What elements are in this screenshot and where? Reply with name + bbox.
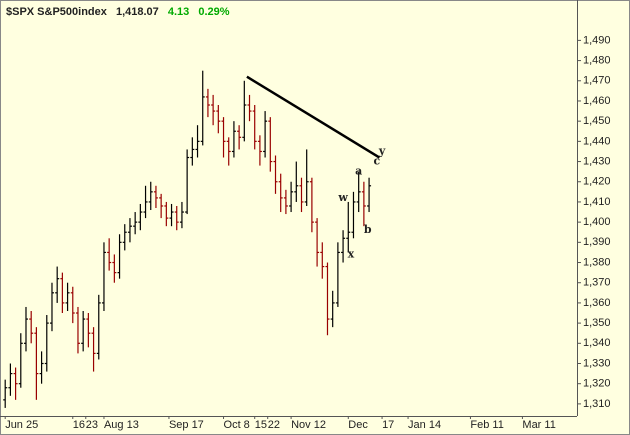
header: $SPX S&P500index 1,418.07 4.13 0.29% — [6, 6, 230, 18]
y-tick-label: 1,310 — [583, 398, 611, 410]
y-tick-label: 1,440 — [583, 135, 611, 147]
y-tick-label: 1,400 — [583, 216, 611, 228]
x-tick-label: Jan 14 — [408, 419, 441, 431]
y-tick-label: 1,450 — [583, 115, 611, 127]
y-tick-label: 1,410 — [583, 196, 611, 208]
y-tick-label: 1,340 — [583, 337, 611, 349]
wave-label: b — [364, 223, 372, 236]
x-tick-label: Feb 11 — [470, 419, 503, 431]
y-tick-label: 1,470 — [583, 75, 611, 87]
symbol: $SPX S&P500index — [6, 6, 108, 18]
y-tick-label: 1,460 — [583, 95, 611, 107]
x-tick-label: 22 — [268, 419, 280, 431]
y-tick-label: 1,360 — [583, 297, 611, 309]
x-tick-label: Oct 8 — [224, 419, 250, 431]
x-tick-label: Mar 11 — [522, 419, 555, 431]
y-tick-label: 1,490 — [583, 34, 611, 46]
x-tick-label: 23 — [86, 419, 98, 431]
wave-label: a — [355, 165, 362, 178]
y-tick-label: 1,420 — [583, 176, 611, 188]
y-tick-label: 1,350 — [583, 317, 611, 329]
y-tick-label: 1,380 — [583, 256, 611, 268]
y-tick-label: 1,480 — [583, 54, 611, 66]
wave-label: w — [337, 191, 348, 204]
wave-label: x — [348, 247, 355, 260]
trendline — [246, 75, 381, 159]
last-price: 1,418.07 — [116, 6, 159, 18]
wave-label: c — [374, 155, 381, 168]
x-tick-label: Aug 13 — [104, 419, 139, 431]
y-tick-label: 1,330 — [583, 357, 611, 369]
y-tick-label: 1,320 — [583, 378, 611, 390]
x-tick-label: Dec — [348, 419, 368, 431]
y-tick-label: 1,390 — [583, 236, 611, 248]
x-tick-label: Sep 17 — [169, 419, 204, 431]
wave-label: y — [378, 144, 386, 157]
x-tick-label: 15 — [255, 419, 267, 431]
x-tick-label: 16 — [73, 419, 85, 431]
y-tick-label: 1,430 — [583, 155, 611, 167]
x-tick-label: 17 — [382, 419, 394, 431]
x-tick-label: Nov 12 — [291, 419, 326, 431]
y-tick-label: 1,370 — [583, 277, 611, 289]
change: 4.13 — [168, 6, 189, 18]
change-pct: 0.29% — [198, 6, 229, 18]
x-tick-label: Jun 25 — [5, 419, 38, 431]
